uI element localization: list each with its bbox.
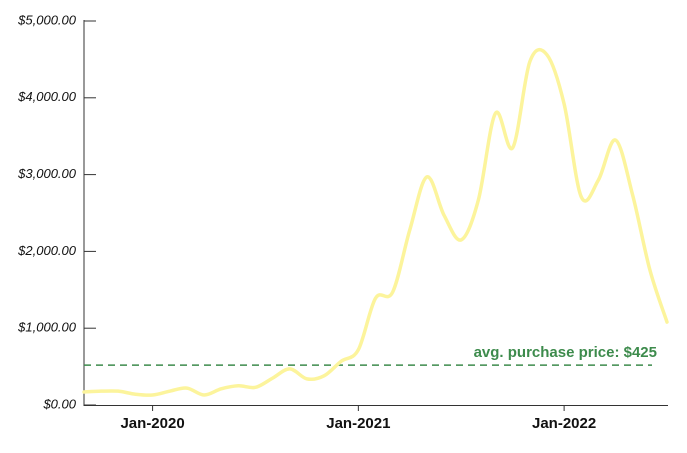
price-line <box>82 48 669 397</box>
y-tick-label: $3,000.00 <box>17 166 77 181</box>
y-tick-label: $5,000.00 <box>17 12 77 27</box>
y-tick-label: $4,000.00 <box>17 89 77 104</box>
x-tick-label: Jan-2020 <box>120 415 184 432</box>
y-tick-label: $0.00 <box>42 396 76 411</box>
x-tick-label: Jan-2021 <box>326 415 390 432</box>
x-tick-label: Jan-2022 <box>532 415 596 432</box>
y-tick-label: $2,000.00 <box>17 243 77 258</box>
reference-label: avg. purchase price: $425 <box>474 344 657 361</box>
y-tick-label: $1,000.00 <box>17 320 77 335</box>
